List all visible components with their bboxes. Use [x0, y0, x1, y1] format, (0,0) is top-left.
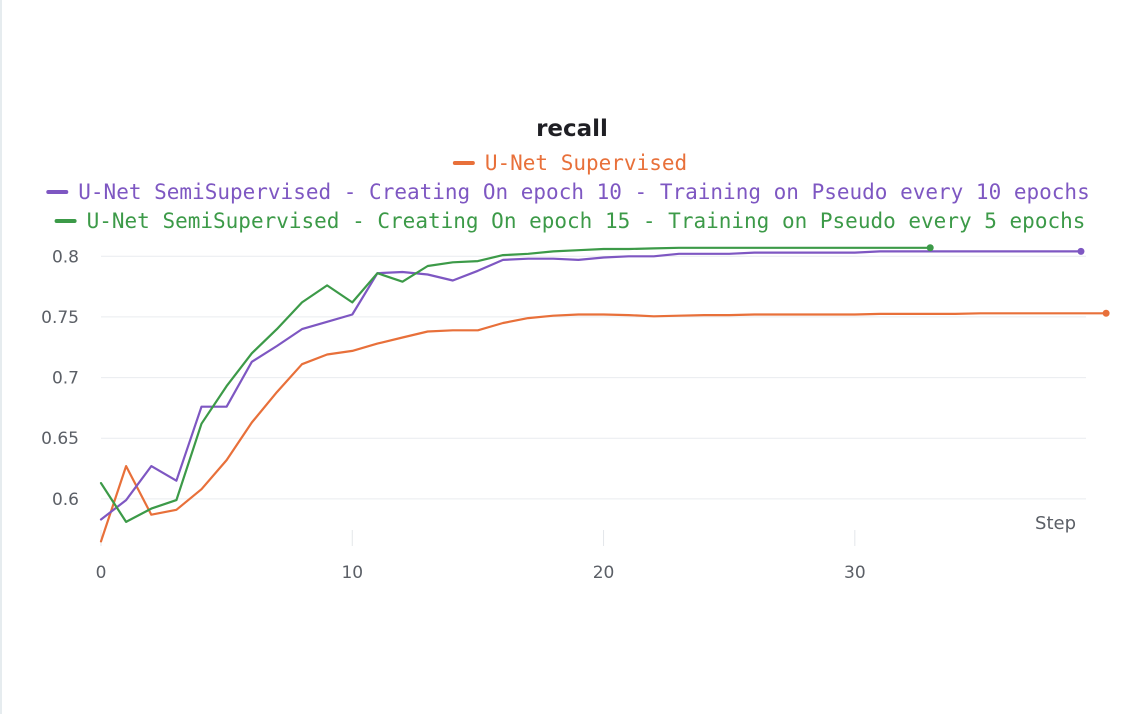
series-line [99, 250, 1083, 521]
series-end-point [1102, 309, 1110, 317]
legend-label: U-Net Supervised [485, 151, 687, 175]
x-tick-label: 30 [844, 563, 866, 583]
x-tick-label: 10 [341, 563, 363, 583]
x-axis-title: Step [1035, 513, 1076, 534]
series-end-point [1077, 247, 1085, 255]
y-tick-label: 0.65 [41, 429, 79, 449]
gridlines [101, 255, 1086, 500]
x-axis-ticks: 0 10 20 30 [96, 530, 866, 583]
y-tick-label: 0.75 [41, 308, 79, 328]
y-tick-label: 0.6 [52, 490, 79, 510]
y-tick-label: 0.7 [52, 369, 79, 389]
x-tick-label: 20 [593, 563, 615, 583]
series-lines [99, 244, 1110, 543]
series-end-point [926, 244, 934, 252]
x-tick-label: 0 [96, 563, 107, 583]
y-axis-ticks: 0.6 0.65 0.7 0.75 0.8 [41, 247, 79, 510]
legend: U-Net Supervised U-Net SemiSupervised - C… [46, 151, 1090, 233]
series-line [99, 246, 932, 524]
legend-item: U-Net SemiSupervised - Creating On epoch… [54, 209, 1086, 233]
legend-label: U-Net SemiSupervised - Creating On epoch… [87, 209, 1086, 233]
series-line [99, 312, 1108, 543]
legend-item: U-Net SemiSupervised - Creating On epoch… [46, 180, 1090, 204]
chart-title: recall [536, 116, 608, 142]
legend-label: U-Net SemiSupervised - Creating On epoch… [78, 180, 1089, 204]
y-tick-label: 0.8 [52, 247, 79, 267]
legend-item: U-Net Supervised [452, 151, 687, 175]
